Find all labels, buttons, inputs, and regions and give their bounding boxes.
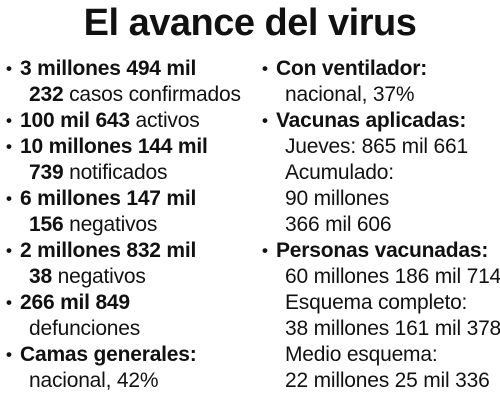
stat-casos-line-1: • 3 millones 494 mil: [6, 56, 264, 82]
stat-personas-completo-value-text: 38 millones 161 mil 378: [285, 317, 500, 340]
stat-personas-completo-label: Esquema completo:: [262, 290, 500, 316]
stat-negativos1-line-1: • 6 millones 147 mil: [6, 186, 264, 212]
bullet-icon: •: [6, 345, 12, 364]
headline: El avance del virus: [83, 2, 417, 44]
stat-camas-line-1: • Camas generales:: [6, 342, 264, 368]
stat-negativos2-value: 2 millones 832 mil: [20, 239, 197, 262]
stat-activos-line: • 100 mil 643 activos: [6, 108, 264, 134]
stat-casos-label: casos confirmados: [69, 83, 241, 106]
stat-ventilador-value: nacional, 37%: [285, 83, 415, 106]
stat-vacunas-acumulado-1-text: 90 millones: [285, 187, 390, 210]
bullet-icon: •: [6, 293, 12, 312]
stat-notificados-label: notificados: [69, 161, 168, 184]
stat-vacunas-jueves: Jueves: 865 mil 661: [262, 134, 500, 160]
stat-ventilador-heading: Con ventilador:: [276, 57, 428, 80]
stat-personas-medio-label: Medio esquema:: [262, 342, 500, 368]
stat-vacunas-heading: Vacunas aplicadas:: [276, 109, 467, 132]
stat-negativos1-value-2: 156: [29, 213, 64, 236]
right-column: • Con ventilador: nacional, 37% • Vacunas …: [262, 56, 500, 394]
stat-personas-medio-value-text: 22 millones 25 mil 336: [285, 369, 490, 392]
stat-negativos1-line-2: 156 negativos: [6, 212, 264, 238]
stat-personas-completo-value: 38 millones 161 mil 378: [262, 316, 500, 342]
stat-vacunas-acumulado-label: Acumulado:: [262, 160, 500, 186]
stat-defunciones-line-1: • 266 mil 849: [6, 290, 264, 316]
stat-defunciones-label: defunciones: [29, 317, 141, 340]
stat-notificados-value-2: 739: [29, 161, 64, 184]
stat-casos-value: 3 millones 494 mil: [20, 57, 197, 80]
stat-vacunas-acumulado-label-text: Acumulado:: [285, 161, 394, 184]
bullet-icon: •: [262, 241, 268, 260]
bullet-icon: •: [6, 241, 12, 260]
left-column: • 3 millones 494 mil 232 casos confirmado…: [6, 56, 264, 394]
stat-camas-value: nacional, 42%: [29, 369, 159, 392]
stat-casos-line-2: 232 casos confirmados: [6, 82, 264, 108]
stat-camas-heading: Camas generales:: [20, 343, 197, 366]
stat-activos-label: activos: [135, 109, 200, 132]
stat-negativos1-label: negativos: [69, 213, 158, 236]
stat-ventilador-line-2: nacional, 37%: [262, 82, 500, 108]
stat-camas-line-2: nacional, 42%: [6, 368, 264, 394]
stat-notificados-line-1: • 10 millones 144 mil: [6, 134, 264, 160]
stat-negativos2-label: negativos: [57, 265, 146, 288]
stat-negativos2-line-1: • 2 millones 832 mil: [6, 238, 264, 264]
stat-activos-value: 100 mil 643: [20, 109, 130, 132]
stat-vacunas-acumulado-2: 366 mil 606: [262, 212, 500, 238]
bullet-icon: •: [6, 137, 12, 156]
stat-negativos1-value: 6 millones 147 mil: [20, 187, 197, 210]
stat-personas-completo-label-text: Esquema completo:: [285, 291, 468, 314]
stat-personas-medio-value: 22 millones 25 mil 336: [262, 368, 500, 394]
stat-personas-heading: Personas vacunadas:: [276, 239, 489, 262]
bullet-icon: •: [6, 189, 12, 208]
stat-personas-total: 60 millones 186 mil 714: [262, 264, 500, 290]
stat-vacunas-line-1: • Vacunas aplicadas:: [262, 108, 500, 134]
stat-personas-line-1: • Personas vacunadas:: [262, 238, 500, 264]
bullet-icon: •: [262, 111, 268, 130]
stat-ventilador-line-1: • Con ventilador:: [262, 56, 500, 82]
stat-notificados-line-2: 739 notificados: [6, 160, 264, 186]
stat-negativos2-line-2: 38 negativos: [6, 264, 264, 290]
bullet-icon: •: [262, 59, 268, 78]
stat-personas-total-text: 60 millones 186 mil 714: [285, 265, 500, 288]
stat-defunciones-line-2: defunciones: [6, 316, 264, 342]
stat-vacunas-jueves-text: Jueves: 865 mil 661: [285, 135, 468, 158]
stat-casos-value-2: 232: [29, 83, 64, 106]
stat-defunciones-value: 266 mil 849: [20, 291, 130, 314]
bullet-icon: •: [6, 111, 12, 130]
bullet-icon: •: [6, 59, 12, 78]
stat-notificados-value: 10 millones 144 mil: [20, 135, 208, 158]
stat-negativos2-value-2: 38: [29, 265, 52, 288]
stat-personas-medio-label-text: Medio esquema:: [285, 343, 438, 366]
stat-vacunas-acumulado-1: 90 millones: [262, 186, 500, 212]
stat-vacunas-acumulado-2-text: 366 mil 606: [285, 213, 392, 236]
